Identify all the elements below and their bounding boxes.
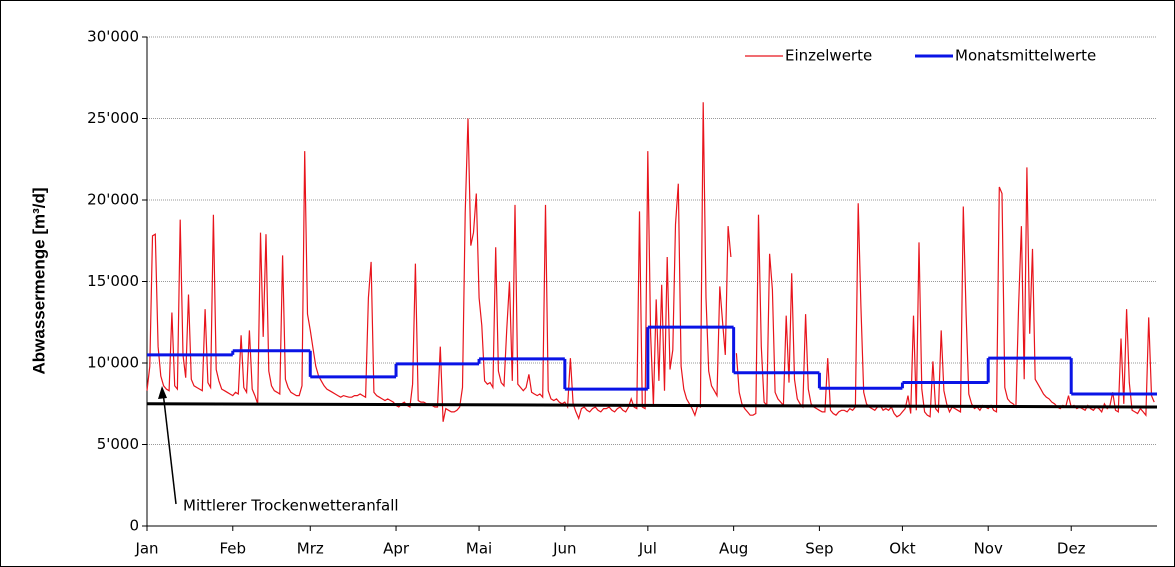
y-tick-label: 30'000 (87, 28, 139, 46)
y-tick-label: 20'000 (87, 191, 139, 209)
y-tick-label: 5'000 (97, 435, 139, 453)
arrow-head (158, 386, 167, 399)
y-tick-label: 10'000 (87, 354, 139, 372)
x-tick-label: Jan (134, 540, 158, 558)
y-tick-label: 0 (129, 517, 139, 535)
y-tick-label: 25'000 (87, 109, 139, 127)
x-tick-label: Nov (974, 540, 1003, 558)
x-tick-label: Apr (383, 540, 410, 558)
dry-weather-line (146, 402, 1158, 409)
y-tick-label: 15'000 (87, 272, 139, 290)
x-tick-label: Mai (466, 540, 492, 558)
x-tick-label: Feb (219, 540, 246, 558)
legend-label: Monatsmittelwerte (955, 47, 1096, 65)
x-tick-label: Mrz (297, 540, 324, 558)
x-tick-label: Dez (1057, 540, 1086, 558)
daily-line (146, 102, 1155, 422)
x-tick-label: Jun (552, 540, 576, 558)
x-tick-label: Okt (889, 540, 915, 558)
x-tick-label: Aug (719, 540, 748, 558)
y-axis-label: Abwassermenge [m³/d] (29, 187, 48, 374)
x-tick-label: Jul (638, 540, 657, 558)
x-tick-label: Sep (805, 540, 833, 558)
legend-label: Einzelwerte (785, 47, 872, 65)
annotation-arrow (162, 391, 177, 505)
annotation: Mittlerer Trockenwetteranfall (183, 497, 399, 515)
